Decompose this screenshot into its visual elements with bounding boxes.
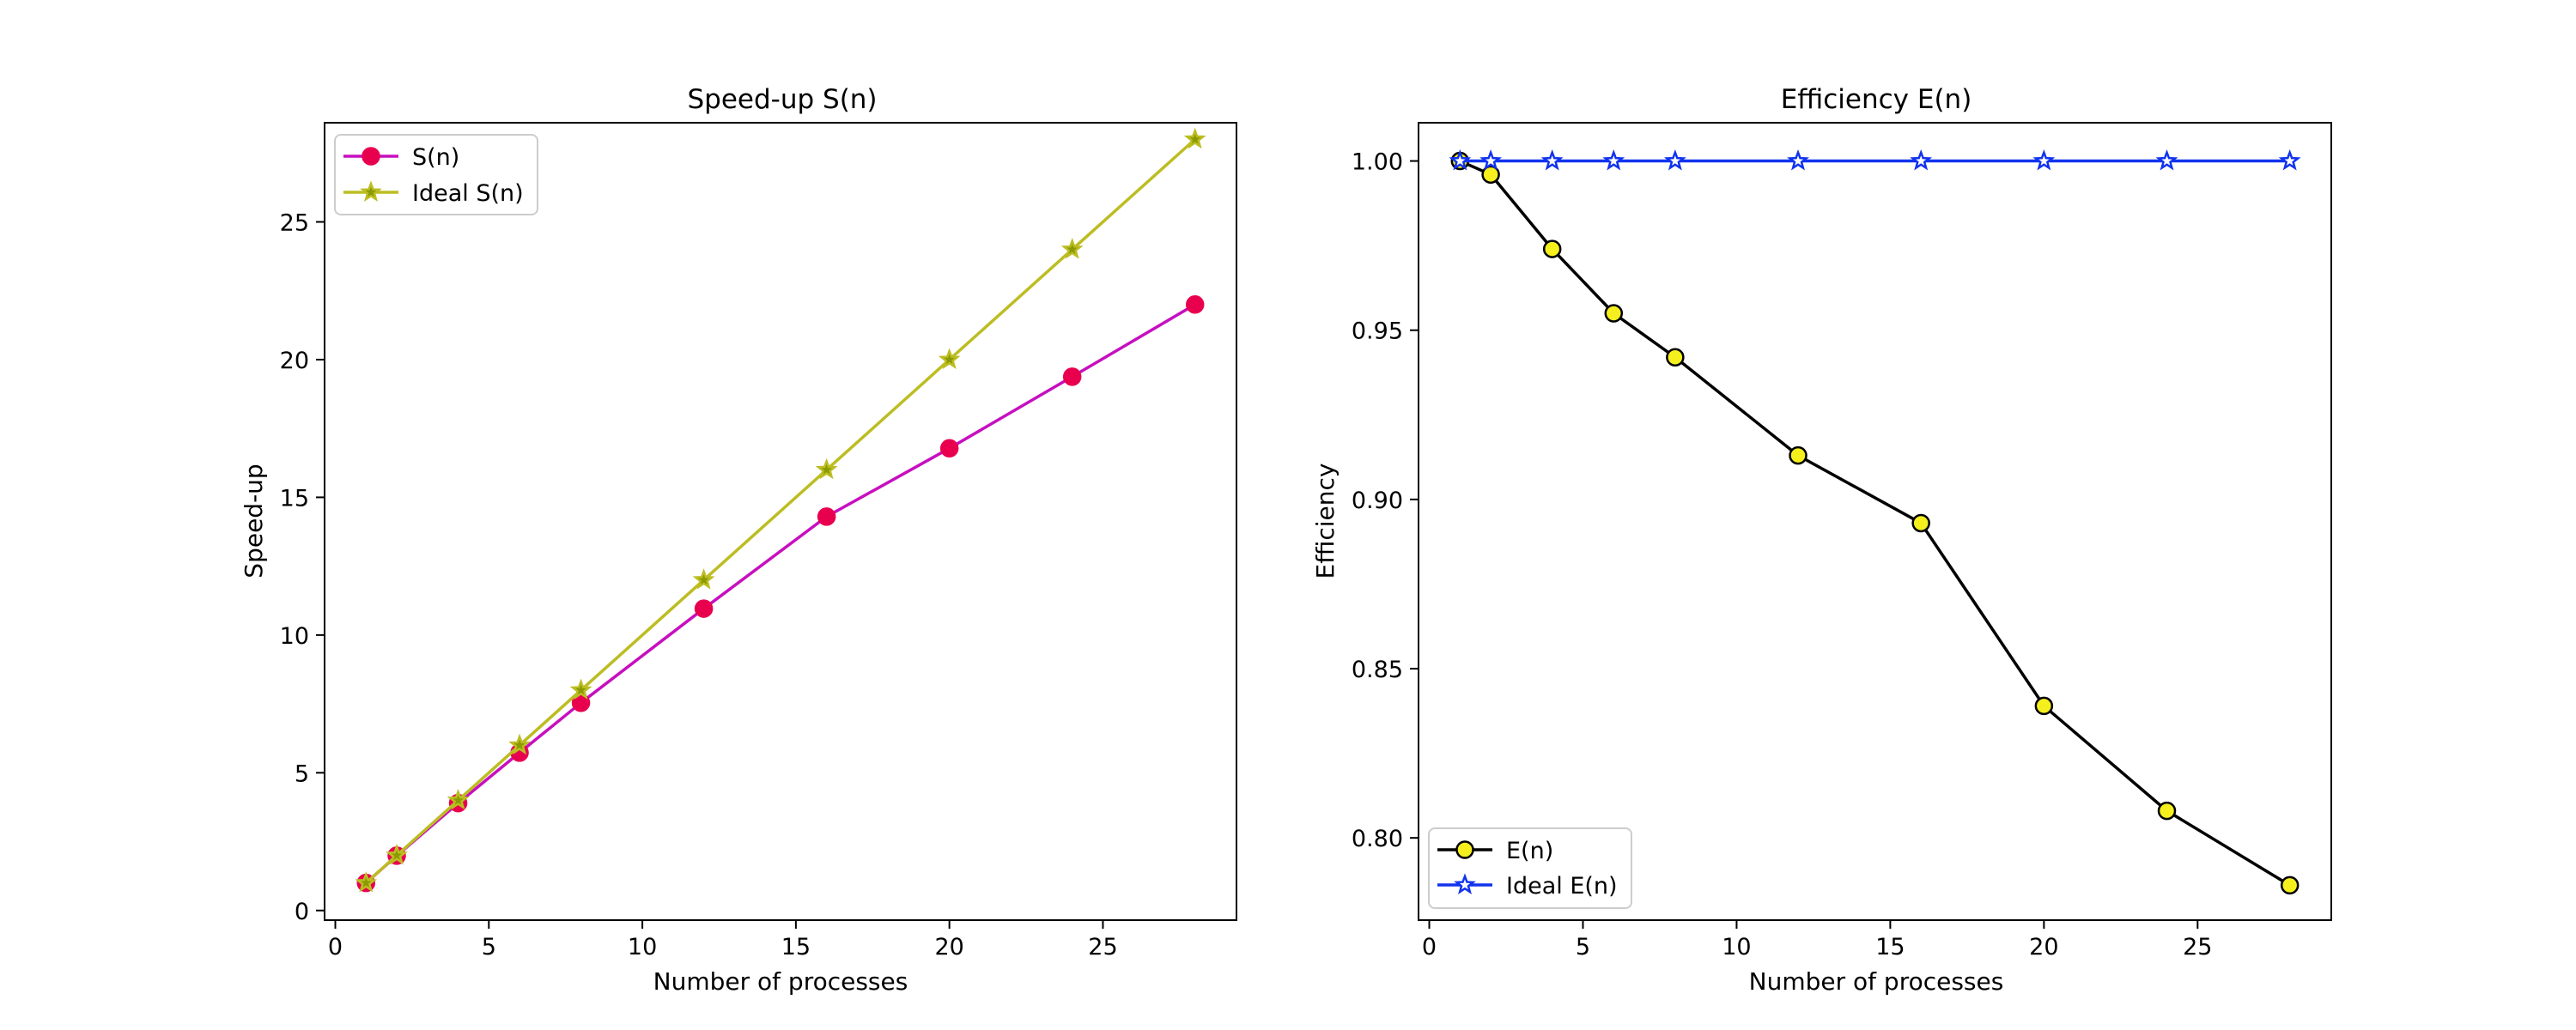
speedup-y-axis-label: Speed-up [240,464,268,578]
efficiency-x-tick-label: 15 [1875,934,1905,960]
efficiency-series-line-0 [1459,159,2291,887]
efficiency-series-0-point [2157,801,2177,821]
efficiency-y-tick-label: 0.85 [1352,657,1403,683]
speedup-series-0-point [1062,367,1082,386]
speedup-series-line-1 [365,137,1196,884]
speedup-series-0-point [1185,295,1205,314]
efficiency-plot-frame [1418,122,2332,921]
efficiency-series-1-point [1910,148,1933,171]
speedup-x-tick-label: 25 [1088,934,1117,960]
speedup-legend-swatch-s [343,147,398,166]
speedup-y-tick-label: 15 [280,485,309,512]
speedup-x-tick-label: 10 [628,934,657,960]
efficiency-y-tick-label: 1.00 [1352,149,1403,176]
efficiency-y-tick-label: 0.95 [1352,318,1403,345]
speedup-plot-frame [324,122,1237,921]
speedup-y-tick-label: 10 [280,623,309,650]
speedup-series-1-point [386,844,408,865]
speedup-series-1-point [938,348,961,369]
efficiency-series-1-point [2155,148,2178,171]
efficiency-x-tick-label: 10 [1722,934,1751,960]
efficiency-series-1-point [1479,148,1503,171]
efficiency-y-tick-label: 0.80 [1352,826,1403,852]
speedup-y-tick-label: 5 [295,760,309,787]
efficiency-legend-label-ideal: Ideal E(n) [1506,873,1618,900]
efficiency-x-tick-label: 5 [1576,934,1590,960]
legend-sample-marker [1455,840,1474,859]
efficiency-x-axis-label: Number of processes [1749,967,2004,996]
speedup-x-axis-label: Number of processes [653,967,908,996]
efficiency-series-1-point [2032,148,2056,171]
efficiency-legend: E(n) Ideal E(n) [1428,827,1632,909]
speedup-series-1-point [1060,238,1084,259]
speedup-series-1-point [447,788,470,810]
efficiency-x-tick-label: 20 [2029,934,2058,960]
efficiency-x-tick-label: 0 [1422,934,1437,960]
speedup-x-tick-label: 0 [328,934,343,960]
efficiency-series-1-point [1787,148,1809,171]
efficiency-y-axis-label: Efficiency [1311,464,1340,579]
speedup-legend: S(n) Ideal S(n) [334,134,538,215]
efficiency-legend-swatch-e [1437,840,1492,859]
efficiency-series-0-point [1911,513,1930,533]
speedup-plot-layer: 0 5 10 15 20 25 0 5 10 15 20 25 [280,127,1206,960]
efficiency-chart: Efficiency E(n) 0 5 10 15 20 25 0.80 0.85 0.90 0.… [1311,84,2332,996]
speedup-legend-swatch-ideal [343,180,398,202]
efficiency-series-0-point [1481,165,1500,185]
efficiency-legend-label-e: E(n) [1506,838,1553,864]
efficiency-series-0-point [1542,239,1562,258]
speedup-y-tick-label: 25 [280,210,309,237]
efficiency-series-0-point [1789,445,1807,465]
efficiency-chart-title: Efficiency E(n) [1781,84,1972,115]
legend-sample-marker [1454,873,1476,894]
speedup-series-1-point [355,871,378,893]
efficiency-series-1-point [1449,148,1472,171]
speedup-series-0-point [694,599,714,618]
speedup-legend-label-s: S(n) [412,144,459,171]
efficiency-series-1-point [2278,148,2301,171]
efficiency-series-1-point [1540,148,1564,171]
speedup-legend-label-ideal: Ideal S(n) [412,180,524,207]
speedup-x-tick-label: 20 [934,934,963,960]
speedup-chart-title: Speed-up S(n) [687,84,877,115]
efficiency-series-0-point [2034,696,2054,716]
efficiency-x-tick-label: 25 [2183,934,2212,960]
legend-sample-marker [360,180,382,202]
efficiency-plot-layer: 0 5 10 15 20 25 0.80 0.85 0.90 0.95 1.00 [1352,148,2301,960]
speedup-chart: Speed-up S(n) 0 5 10 15 20 25 0 5 10 15 20 25 Numbe… [240,84,1237,996]
speedup-series-1-point [1183,127,1206,149]
efficiency-series-1-point [1663,148,1686,171]
efficiency-series-1-point [1602,148,1625,171]
speedup-y-tick-label: 20 [280,348,309,374]
efficiency-series-0-point [1666,348,1685,367]
efficiency-series-0-point [1604,304,1624,323]
efficiency-legend-swatch-ideal [1437,873,1492,894]
speedup-series-1-point [569,678,592,700]
speedup-y-tick-label: 0 [295,899,309,925]
speedup-x-tick-label: 5 [482,934,496,960]
speedup-series-1-point [692,568,715,590]
speedup-series-0-point [939,439,959,458]
efficiency-series-0-point [2280,876,2300,895]
speedup-series-1-point [815,457,838,480]
efficiency-y-tick-label: 0.90 [1352,488,1403,514]
speedup-series-0-point [817,507,836,526]
speedup-x-tick-label: 15 [781,934,811,960]
legend-sample-marker [361,147,380,166]
speedup-series-1-point [508,733,531,755]
